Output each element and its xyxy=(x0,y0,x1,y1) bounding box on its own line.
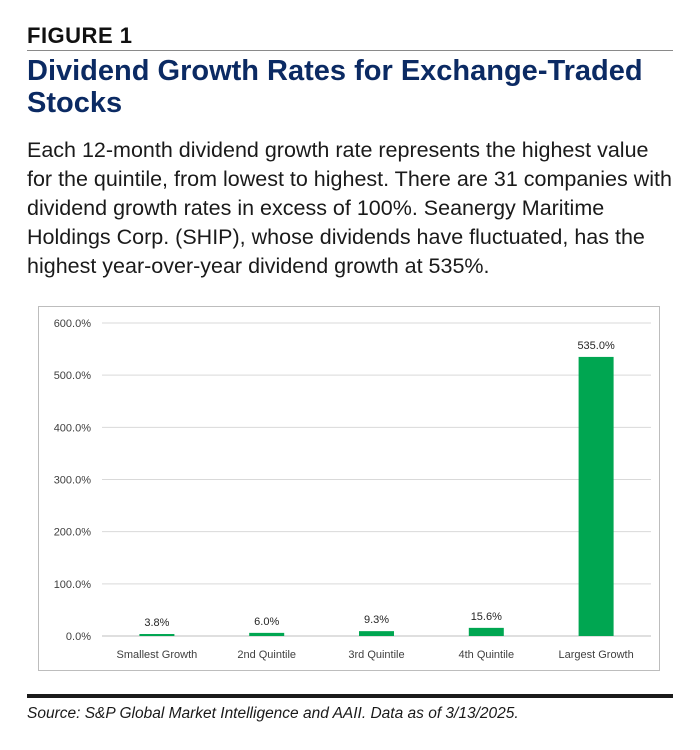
x-tick-label: 3rd Quintile xyxy=(348,649,404,661)
bar-chart: 0.0% 100.0% 200.0% 300.0% 400.0% 500.0% 600.0%… xyxy=(54,318,651,661)
data-label: 6.0% xyxy=(254,616,279,628)
y-tick-label: 600.0% xyxy=(54,318,92,330)
bar xyxy=(468,627,504,636)
bottom-rule xyxy=(27,694,673,698)
bar xyxy=(359,631,394,636)
y-tick-label: 0.0% xyxy=(66,631,91,643)
y-tick-label: 500.0% xyxy=(54,370,92,382)
source-note: Source: S&P Global Market Intelligence a… xyxy=(27,705,519,722)
x-tick-label: Smallest Growth xyxy=(117,649,198,661)
top-rule xyxy=(27,50,673,51)
x-tick-label: Largest Growth xyxy=(558,649,633,661)
data-label: 15.6% xyxy=(471,611,502,623)
x-tick-label: 2nd Quintile xyxy=(237,649,296,661)
y-tick-label: 300.0% xyxy=(54,475,92,487)
chart-frame: 0.0% 100.0% 200.0% 300.0% 400.0% 500.0% 600.0%… xyxy=(38,306,660,671)
y-tick-label: 200.0% xyxy=(54,527,92,539)
bar xyxy=(249,632,285,636)
data-label: 535.0% xyxy=(577,340,615,352)
y-tick-label: 400.0% xyxy=(54,422,92,434)
bar xyxy=(139,634,175,636)
bar xyxy=(578,356,614,636)
y-tick-label: 100.0% xyxy=(54,579,92,591)
figure-title: Dividend Growth Rates for Exchange-Trade… xyxy=(27,55,643,119)
x-tick-label: 4th Quintile xyxy=(458,649,514,661)
figure-label: FIGURE 1 xyxy=(27,23,133,48)
data-label: 9.3% xyxy=(364,614,389,626)
figure-description: Each 12-month dividend growth rate repre… xyxy=(27,138,672,278)
data-label: 3.8% xyxy=(144,617,169,629)
